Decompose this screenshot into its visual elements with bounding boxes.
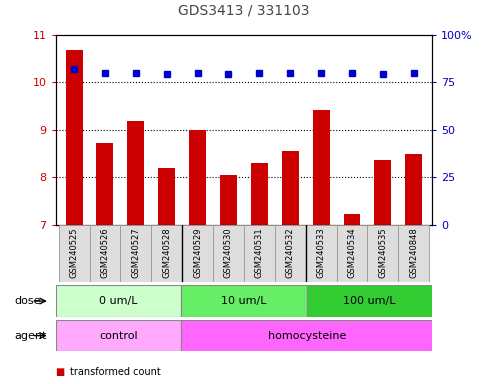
- Text: GSM240535: GSM240535: [378, 227, 387, 278]
- Bar: [306, 225, 337, 282]
- Text: 100 um/L: 100 um/L: [343, 296, 396, 306]
- Bar: [374, 159, 391, 225]
- Bar: [181, 285, 307, 317]
- Bar: [181, 320, 432, 351]
- Bar: [158, 168, 175, 225]
- Text: GSM240533: GSM240533: [317, 227, 326, 278]
- Bar: [213, 225, 244, 282]
- Text: GSM240526: GSM240526: [100, 227, 110, 278]
- Text: control: control: [99, 331, 138, 341]
- Bar: [66, 50, 83, 225]
- Bar: [128, 121, 144, 225]
- Bar: [58, 225, 89, 282]
- Bar: [398, 225, 429, 282]
- Bar: [151, 225, 182, 282]
- Text: GSM240525: GSM240525: [70, 227, 79, 278]
- Text: GSM240528: GSM240528: [162, 227, 171, 278]
- Bar: [251, 163, 268, 225]
- Bar: [56, 320, 181, 351]
- Bar: [313, 110, 329, 225]
- Text: GSM240848: GSM240848: [409, 227, 418, 278]
- Bar: [220, 175, 237, 225]
- Text: GSM240530: GSM240530: [224, 227, 233, 278]
- Bar: [368, 225, 398, 282]
- Text: transformed count: transformed count: [70, 367, 161, 377]
- Text: 10 um/L: 10 um/L: [221, 296, 267, 306]
- Bar: [337, 225, 368, 282]
- Bar: [244, 225, 275, 282]
- Text: homocysteine: homocysteine: [268, 331, 346, 341]
- Text: GDS3413 / 331103: GDS3413 / 331103: [178, 3, 310, 17]
- Bar: [189, 130, 206, 225]
- Text: GSM240529: GSM240529: [193, 227, 202, 278]
- Bar: [405, 154, 422, 225]
- Text: GSM240531: GSM240531: [255, 227, 264, 278]
- Text: 0 um/L: 0 um/L: [99, 296, 138, 306]
- Text: dose: dose: [14, 296, 41, 306]
- Text: GSM240532: GSM240532: [286, 227, 295, 278]
- Text: GSM240534: GSM240534: [347, 227, 356, 278]
- Bar: [56, 285, 181, 317]
- Text: agent: agent: [14, 331, 47, 341]
- Bar: [307, 285, 432, 317]
- Bar: [275, 225, 306, 282]
- Text: ■: ■: [56, 367, 65, 377]
- Bar: [182, 225, 213, 282]
- Bar: [120, 225, 151, 282]
- Bar: [89, 225, 120, 282]
- Bar: [343, 214, 360, 225]
- Bar: [282, 151, 298, 225]
- Text: GSM240527: GSM240527: [131, 227, 141, 278]
- Bar: [97, 143, 114, 225]
